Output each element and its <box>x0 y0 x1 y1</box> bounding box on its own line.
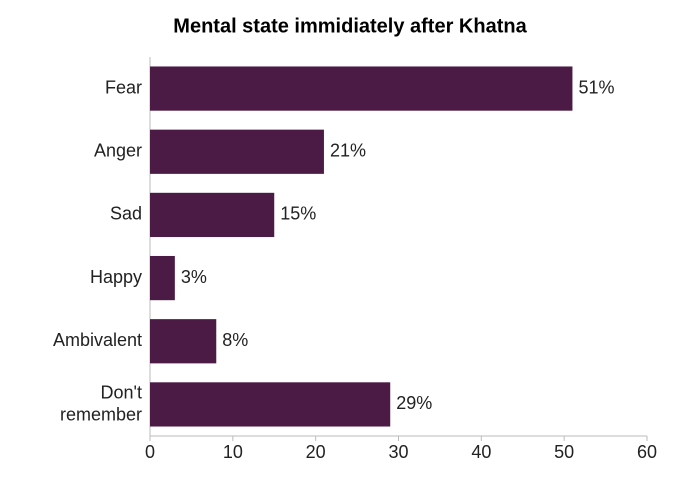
x-tick-label: 40 <box>471 442 491 462</box>
x-tick-label: 20 <box>306 442 326 462</box>
bar <box>150 319 217 364</box>
x-tick-label: 60 <box>637 442 657 462</box>
value-label: 15% <box>280 204 316 224</box>
x-tick-label: 50 <box>554 442 574 462</box>
bar <box>150 192 275 238</box>
x-tick-label: 10 <box>223 442 243 462</box>
x-tick-label: 0 <box>145 442 155 462</box>
bar <box>150 129 324 174</box>
y-tick-label: Don't remember <box>60 382 142 424</box>
y-tick-label: Sad <box>110 204 142 224</box>
value-label: 29% <box>396 393 432 413</box>
bar <box>150 255 175 301</box>
bar <box>150 66 573 111</box>
chart-title: Mental state immidiately after Khatna <box>173 15 527 37</box>
value-label: 8% <box>222 330 248 350</box>
y-tick-label: Happy <box>90 267 142 287</box>
value-label: 3% <box>181 267 207 287</box>
value-label: 51% <box>578 77 614 97</box>
y-tick-label: Anger <box>94 141 142 161</box>
bar <box>150 382 391 427</box>
y-tick-label: Fear <box>105 77 142 97</box>
value-label: 21% <box>330 141 366 161</box>
y-tick-label: Ambivalent <box>53 330 142 350</box>
x-tick-label: 30 <box>388 442 408 462</box>
